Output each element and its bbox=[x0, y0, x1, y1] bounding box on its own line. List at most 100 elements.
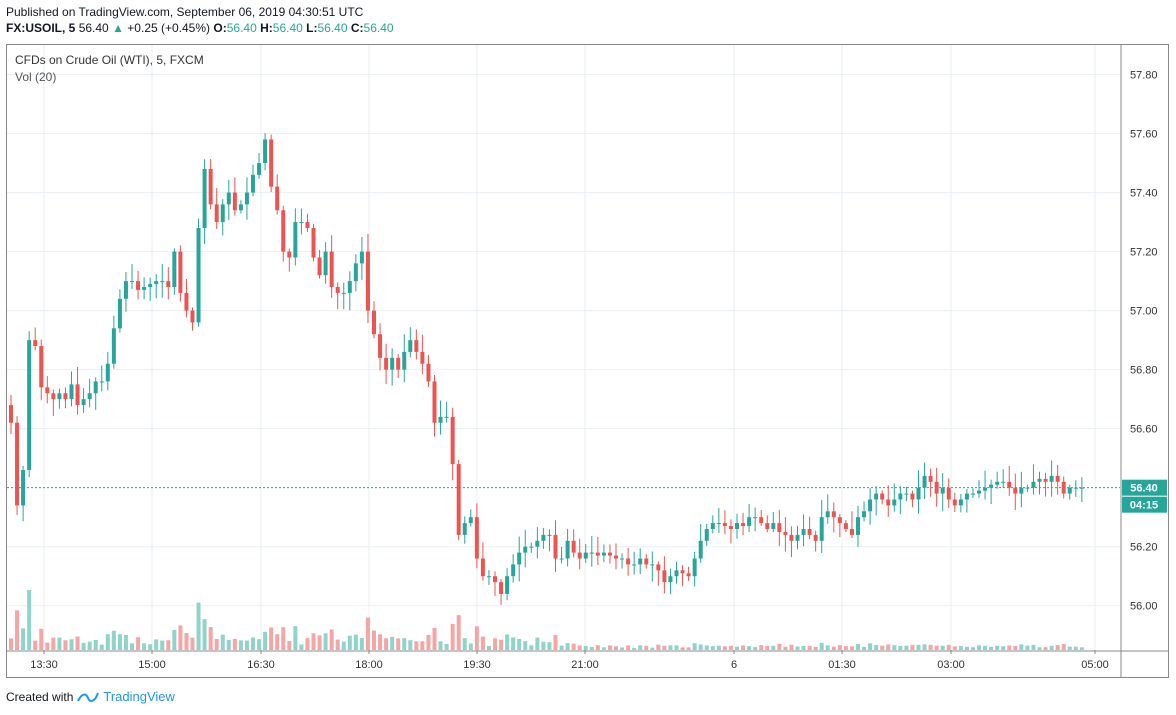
volume-bar bbox=[862, 646, 867, 650]
candle-body bbox=[710, 523, 715, 529]
volume-bar bbox=[15, 610, 20, 650]
candle-body bbox=[928, 475, 933, 482]
volume-bar bbox=[130, 643, 134, 650]
candle-body bbox=[819, 517, 824, 541]
volume-bar bbox=[692, 643, 697, 650]
volume-bar bbox=[299, 644, 304, 650]
candle-body bbox=[111, 328, 116, 364]
last-price: 56.40 bbox=[78, 21, 109, 35]
candle-body bbox=[220, 204, 225, 223]
volume-bar bbox=[886, 644, 891, 650]
footer[interactable]: Created with TradingView bbox=[6, 689, 175, 704]
volume-bar bbox=[789, 644, 794, 650]
candle-body bbox=[789, 534, 794, 541]
volume-bar bbox=[208, 627, 213, 650]
candle-body bbox=[1079, 487, 1084, 489]
volume-bar bbox=[571, 643, 576, 650]
volume-bar bbox=[136, 637, 141, 650]
candle-body bbox=[136, 281, 141, 290]
volume-bar bbox=[565, 643, 570, 650]
volume-bar bbox=[638, 645, 643, 650]
candle-body bbox=[269, 139, 274, 187]
candle-body bbox=[632, 564, 637, 566]
volume-bar bbox=[1013, 645, 1018, 650]
volume-bar bbox=[365, 617, 370, 650]
tradingview-logo-icon bbox=[77, 692, 100, 702]
volume-bar bbox=[69, 639, 74, 650]
candle-body bbox=[81, 399, 86, 406]
y-tick-label: 56.00 bbox=[1130, 601, 1158, 613]
volume-bar bbox=[759, 645, 764, 650]
volume-bar bbox=[535, 637, 540, 650]
volume-bar bbox=[904, 645, 909, 650]
candle-body bbox=[571, 540, 576, 553]
candle-body bbox=[995, 481, 1000, 485]
candle-body bbox=[626, 558, 631, 565]
close-value: 56.40 bbox=[363, 21, 394, 35]
volume-bar bbox=[644, 645, 649, 650]
volume-bar bbox=[390, 636, 395, 650]
volume-bar bbox=[837, 645, 842, 650]
volume-bar bbox=[202, 619, 207, 650]
low-label: L: bbox=[306, 21, 318, 35]
candle-body bbox=[577, 552, 582, 559]
volume-bar bbox=[614, 646, 618, 650]
candle-body bbox=[692, 558, 697, 577]
volume-bar bbox=[928, 644, 933, 650]
candle-body bbox=[311, 227, 316, 258]
candle-body bbox=[686, 573, 691, 577]
candle-body bbox=[493, 576, 497, 583]
volume-bar bbox=[868, 643, 873, 650]
volume-bar bbox=[75, 636, 80, 650]
candle-body bbox=[777, 523, 782, 532]
candle-body bbox=[317, 257, 322, 276]
candle-body bbox=[735, 523, 739, 529]
candle-body bbox=[601, 552, 606, 556]
candle-body bbox=[499, 582, 504, 594]
volume-bar bbox=[1079, 647, 1084, 650]
candle-body bbox=[287, 251, 292, 258]
candle-body bbox=[1001, 481, 1006, 483]
tradingview-brand[interactable]: TradingView bbox=[103, 689, 175, 704]
candle-body bbox=[178, 251, 183, 293]
volume-bar bbox=[607, 645, 612, 650]
x-tick-label: 16:30 bbox=[247, 659, 275, 671]
volume-bar bbox=[432, 627, 437, 650]
candle-body bbox=[668, 576, 673, 583]
candle-body bbox=[432, 381, 437, 423]
candle-body bbox=[511, 564, 516, 577]
candle-body bbox=[856, 517, 860, 535]
countdown-tag-text: 04:15 bbox=[1130, 500, 1158, 512]
volume-bar bbox=[989, 646, 994, 650]
candle-body bbox=[795, 534, 800, 541]
chart-frame[interactable] bbox=[6, 44, 1169, 678]
volume-bar bbox=[595, 645, 600, 650]
volume-bar bbox=[553, 635, 558, 650]
volume-bar bbox=[995, 645, 1000, 650]
candle-body bbox=[444, 416, 449, 418]
volume-bar bbox=[1067, 646, 1072, 650]
volume-bar bbox=[892, 645, 897, 650]
volume-bar bbox=[934, 645, 939, 650]
candle-body bbox=[468, 517, 473, 524]
volume-bar bbox=[462, 638, 467, 650]
candle-body bbox=[117, 298, 122, 329]
candle-body bbox=[541, 534, 546, 541]
candle-body bbox=[190, 310, 195, 323]
candle-body bbox=[69, 384, 74, 400]
candle-body bbox=[93, 381, 98, 394]
volume-bar bbox=[807, 645, 812, 650]
volume-bar bbox=[813, 646, 818, 650]
volume-bar bbox=[9, 638, 13, 650]
candle-body bbox=[293, 222, 298, 258]
candle-body bbox=[57, 393, 62, 400]
volume-bar bbox=[468, 643, 473, 650]
candle-body bbox=[63, 393, 68, 400]
volume-bar bbox=[583, 645, 588, 650]
y-tick-label: 57.20 bbox=[1130, 247, 1158, 259]
candle-body bbox=[1019, 487, 1024, 494]
candle-body bbox=[620, 558, 625, 560]
candle-body bbox=[130, 281, 134, 283]
candle-body bbox=[9, 405, 13, 423]
